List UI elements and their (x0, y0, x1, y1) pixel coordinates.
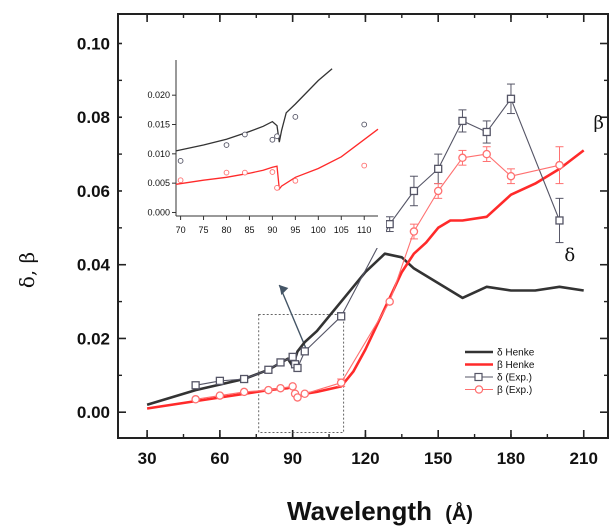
inset-data-point (361, 162, 368, 169)
inset-x-tick-label: 100 (311, 225, 326, 235)
data-point-square (337, 312, 346, 321)
legend-label: β (Exp.) (497, 385, 532, 396)
data-point-circle (276, 383, 285, 393)
inset-x-tick-label: 90 (267, 225, 277, 235)
x-tick-label: 210 (570, 449, 598, 468)
main-plot: 30 60 90 120 150 180 210 0.00 0.02 0.04 0.06 0.08 0.… (77, 13, 609, 468)
x-axis-label: Wavelength (Å) (287, 496, 473, 526)
x-tick-label: 180 (497, 449, 525, 468)
zoom-box (258, 313, 345, 433)
data-point-circle (555, 160, 564, 170)
data-point-circle (293, 393, 302, 402)
inset-data-point (242, 131, 248, 138)
inset-x-tick-label: 95 (290, 225, 300, 235)
legend-label: δ (Exp.) (497, 373, 532, 384)
data-point-square (482, 127, 491, 137)
inset-data-point (292, 177, 299, 184)
y-tick-label: 0.10 (77, 34, 110, 53)
data-point-square (385, 220, 394, 229)
inset-data-point (223, 142, 230, 148)
data-point-square (191, 381, 200, 390)
data-point-circle (215, 391, 225, 400)
y-tick-label: 0.00 (77, 403, 110, 422)
inset-series-line (175, 68, 333, 152)
data-point-square (458, 116, 467, 126)
inset-y-tick-label: 0.010 (147, 149, 170, 159)
y-tick-label: 0.08 (77, 108, 110, 127)
data-point-circle (506, 171, 516, 181)
inset-data-point (269, 136, 276, 143)
data-point-circle (239, 387, 249, 397)
inset-x-tick-label: 70 (176, 225, 186, 235)
inset-y-tick-label: 0.005 (147, 178, 170, 188)
x-tick-label: 30 (138, 449, 157, 468)
data-point-square (215, 376, 225, 386)
y-tick-label: 0.04 (77, 256, 111, 275)
legend-marker-square (474, 372, 483, 382)
inset-x-tick-label: 75 (199, 225, 209, 235)
data-point-circle (409, 227, 419, 236)
data-point-circle (336, 378, 346, 387)
inset-x-tick-label: 80 (221, 225, 231, 235)
data-point-square (555, 216, 564, 225)
data-point-square (409, 186, 419, 196)
data-point-square (434, 164, 443, 174)
data-point-square (276, 358, 285, 367)
inset-data-point (223, 169, 230, 176)
data-point-square (288, 352, 297, 362)
x-tick-label: 60 (210, 449, 229, 468)
data-point-square (300, 347, 309, 356)
legend-label: β Henke (497, 360, 535, 371)
data-point-square (239, 374, 249, 384)
y-tick-label: 0.06 (77, 182, 110, 201)
inset-data-point (274, 133, 280, 140)
x-axis-unit: (Å) (445, 501, 473, 525)
series-annotation: β (593, 112, 603, 133)
inset-x-tick-label: 105 (334, 225, 349, 235)
x-axis-label-text: Wavelength (287, 496, 432, 526)
data-point-square (506, 94, 516, 103)
x-tick-label: 150 (424, 449, 452, 468)
data-point-circle (288, 382, 297, 391)
inset-data-point (361, 121, 368, 128)
legend-marker-circle (474, 385, 484, 394)
y-axis-label: δ, β (15, 252, 39, 288)
inset-data-point (242, 169, 248, 176)
y-tick-label: 0.02 (77, 329, 110, 348)
inset-data-point (292, 114, 299, 120)
zoom-arrowhead (279, 284, 289, 295)
x-tick-label: 90 (283, 449, 302, 468)
inset-data-point (177, 177, 184, 184)
inset-data-point (177, 158, 184, 164)
data-point-circle (482, 149, 491, 159)
plot-frame (117, 13, 609, 439)
inset-y-tick-label: 0.015 (147, 120, 170, 130)
x-tick-label: 120 (351, 449, 379, 468)
data-point-square (293, 363, 302, 373)
zoom-arrow (278, 284, 308, 352)
inset-y-tick-label: 0.020 (147, 90, 170, 100)
inset-plot: 70 75 80 85 90 95 100 105 110 0.000 0.005 0.010 0.01… (122, 24, 386, 248)
legend-label: δ Henke (497, 348, 535, 359)
data-point-square (264, 365, 273, 374)
data-point-circle (300, 389, 310, 399)
inset-x-tick-label: 85 (244, 225, 254, 235)
inset-background (122, 24, 386, 248)
data-point-circle (458, 153, 467, 163)
series-annotation: δ (564, 245, 575, 266)
data-point-circle (433, 186, 443, 196)
data-point-circle (264, 385, 273, 395)
data-point-circle (385, 297, 394, 306)
data-point-circle (191, 395, 200, 404)
series-line (146, 149, 585, 410)
inset-data-point (274, 184, 280, 191)
inset-y-tick-label: 0.000 (147, 207, 170, 217)
inset-data-point (269, 169, 276, 175)
inset-x-tick-label: 110 (357, 225, 371, 235)
inset-series-line (175, 128, 379, 191)
